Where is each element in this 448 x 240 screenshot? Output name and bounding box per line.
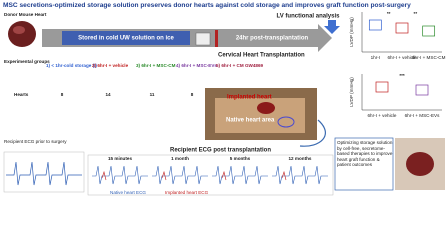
summary-text: Optimizing storage solution by cell-free… <box>337 140 393 168</box>
chart-category: 6hr-I + MSC-CM <box>412 55 446 60</box>
group-name: 4) 6hr-I + MSC-EVs <box>176 63 217 68</box>
analysis-text: LV functional analysis <box>277 14 341 20</box>
box <box>422 25 436 37</box>
chart-category: 6hr-I + vehicle <box>368 113 397 118</box>
photo-fur <box>215 98 305 133</box>
significance: *** <box>399 73 405 78</box>
native-heart-circle <box>277 116 295 128</box>
group-hearts: 8 <box>191 92 194 97</box>
transplant-text: Cervical Heart Transplantation <box>218 53 305 59</box>
heart-photo-organ <box>406 152 434 176</box>
box <box>415 84 429 96</box>
significance: ** <box>387 11 391 16</box>
implanted-beat <box>221 170 227 181</box>
chart-category: 6hr-I + MSC-EVs <box>405 113 441 118</box>
implanted-legend: Implanted heart ECG <box>165 190 209 195</box>
chart-category: 1hr-I <box>371 55 380 60</box>
tube-icon <box>195 32 211 46</box>
post-text: 24hr post-transplantation <box>236 36 309 42</box>
ecg-time: 12 months <box>289 156 312 161</box>
ecg-trace <box>152 165 208 185</box>
ecg-trace <box>272 165 328 185</box>
implanted-label: Implanted heart <box>227 95 272 101</box>
storage-bar <box>62 31 190 45</box>
group-name: 5) 6hr-I + CM GW4869 <box>216 63 264 68</box>
native-label: Native heart area <box>226 118 275 124</box>
hearts-label: Hearts <box>14 92 29 97</box>
title: MSC secretions-optimized storage solutio… <box>3 2 411 9</box>
chart-y-label: LVDP (mmHg) <box>349 77 354 107</box>
implanted-beat <box>101 170 107 181</box>
group-name: 1) < 1hr-cold storage (I) <box>46 63 97 68</box>
group-name: 3) 6hr-I + MSC-CM <box>136 63 176 68</box>
transplant-marker <box>215 30 218 47</box>
analysis-arrow <box>324 20 340 34</box>
ecg-time: 1 month <box>171 156 189 161</box>
box <box>395 22 409 34</box>
group-hearts: 11 <box>150 92 155 97</box>
group-hearts: 14 <box>105 92 111 97</box>
ecg-prior-trace <box>6 161 82 186</box>
chart-category: 6hr-I + vehicle <box>388 55 417 60</box>
ecg-time: 15 minutes <box>108 156 132 161</box>
native-legend: Native heart ECG <box>110 190 146 195</box>
chart-y-label: LVDP (mmHg) <box>349 17 354 47</box>
group-name: 2) 6hr-I + vehicle <box>92 63 129 68</box>
ecg-post-label: Recipient ECG post transplantation <box>170 148 271 154</box>
significance: ** <box>414 11 418 16</box>
ecg-panels: 15 minutes 1 month 5 months 12 months <box>92 156 328 185</box>
box <box>375 81 389 93</box>
ecg-time: 5 months <box>230 156 251 161</box>
ecg-prior-label: Recipient ECG prior to surgery <box>4 139 67 144</box>
implanted-beat <box>281 170 287 181</box>
storage-text: Stored in cold UW solution on ice <box>78 36 174 42</box>
implanted-heart-image <box>257 102 275 114</box>
implanted-beat <box>161 170 167 181</box>
box <box>368 19 382 31</box>
summary-holder: Optimizing storage solution by cell-free… <box>337 140 393 168</box>
ecg-trace <box>92 165 148 185</box>
summary-box <box>334 137 394 191</box>
graphical-abstract: MSC secretions-optimized storage solutio… <box>3 2 446 196</box>
ecg-trace <box>212 165 268 185</box>
ecg-prior-panel <box>3 151 85 193</box>
photo-arrow <box>299 119 326 147</box>
groups-label: Experimental groups <box>4 59 50 64</box>
donor-heart-image <box>8 21 36 47</box>
donor-label: Donor Mouse Heart <box>4 12 47 17</box>
heart-highlight <box>13 26 25 34</box>
group-hearts: 8 <box>61 92 64 97</box>
